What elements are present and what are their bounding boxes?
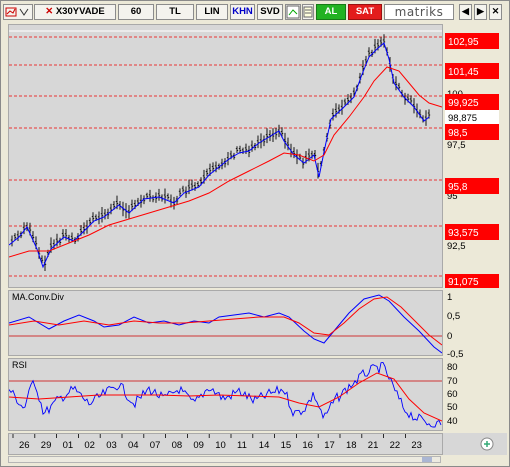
price-axis-label: 92,5 xyxy=(447,241,466,252)
scrollbar-thumb[interactable] xyxy=(422,457,432,462)
time-axis: 26 29 01 02 03 04 07 08 09 10 11 14 15 16 17 18 21 22 23 xyxy=(8,433,443,455)
interval-button[interactable]: 60 xyxy=(118,4,154,20)
buy-button[interactable]: AL xyxy=(316,4,346,20)
price-chart xyxy=(9,25,442,287)
properties-icon[interactable] xyxy=(302,4,314,20)
rsi-axis-label: 40 xyxy=(447,416,458,427)
khn-button[interactable]: KHN xyxy=(230,4,255,20)
macd-chart xyxy=(9,294,442,354)
horizontal-scrollbar[interactable] xyxy=(8,456,441,463)
time-axis-label: 01 xyxy=(63,440,74,451)
macd-axis-label: -0,5 xyxy=(447,349,463,358)
time-axis-label: 15 xyxy=(281,440,292,451)
time-axis-label: 22 xyxy=(390,440,401,451)
rsi-axis-label: 60 xyxy=(447,389,458,400)
close-window-icon[interactable]: ✕ xyxy=(489,4,502,20)
level-tag-95-8: 95,8 xyxy=(445,178,499,194)
scroll-right-icon[interactable]: ▶ xyxy=(474,4,487,20)
symbol-selector[interactable]: ✕ X30YVADE xyxy=(34,4,116,20)
rsi-axis-label: 70 xyxy=(447,376,458,387)
svd-button[interactable]: SVD xyxy=(257,4,283,20)
time-axis-label: 14 xyxy=(259,440,270,451)
svg-text:99,925: 99,925 xyxy=(448,98,479,109)
rsi-title: RSI xyxy=(12,360,28,370)
time-axis-label: 02 xyxy=(84,440,95,451)
level-tag-101-45: 101,45 xyxy=(445,63,499,79)
svg-text:98,875: 98,875 xyxy=(448,113,477,124)
svg-text:101,45: 101,45 xyxy=(448,67,479,78)
time-axis-label: 07 xyxy=(150,440,161,451)
scroll-left-icon[interactable]: ◀ xyxy=(459,4,472,20)
rsi-chart xyxy=(9,361,442,428)
price-pane[interactable] xyxy=(8,24,443,288)
time-axis-label: 09 xyxy=(193,440,204,451)
svg-text:102,95: 102,95 xyxy=(448,37,479,48)
time-axis-label: 26 xyxy=(19,440,30,451)
chart-menu-icon[interactable] xyxy=(3,4,33,20)
time-axis-label: 08 xyxy=(172,440,183,451)
time-axis-label: 11 xyxy=(237,440,247,451)
time-axis-label: 17 xyxy=(324,440,335,451)
rsi-axis-label: 80 xyxy=(447,362,458,373)
sell-button[interactable]: SAT xyxy=(348,4,382,20)
level-tag-98-875: 98,875 xyxy=(445,110,499,124)
svg-text:95,8: 95,8 xyxy=(448,182,468,193)
level-tag-99-925: 99,925 xyxy=(445,94,499,110)
currency-button[interactable]: TL xyxy=(156,4,194,20)
time-axis-label: 21 xyxy=(368,440,379,451)
svg-text:93,575: 93,575 xyxy=(448,228,479,239)
level-tag-93-575: 93,575 xyxy=(445,224,499,240)
time-axis-label: 10 xyxy=(215,440,226,451)
rsi-axis: 80 70 60 50 40 xyxy=(447,362,458,427)
macd-title: MA.Conv.Div xyxy=(12,292,64,302)
price-axis: 100 97,5 95 92,5 102,95 101,45 99,925 98… xyxy=(445,33,499,288)
zoom-icon[interactable] xyxy=(484,441,490,447)
time-axis-label: 03 xyxy=(106,440,117,451)
macd-axis: 1 0,5 0 -0,5 xyxy=(447,292,463,358)
close-symbol-icon[interactable]: ✕ xyxy=(45,6,54,17)
svg-text:91,075: 91,075 xyxy=(448,277,479,288)
time-axis-label: 16 xyxy=(302,440,313,451)
drawing-tool-icon[interactable] xyxy=(285,4,301,20)
macd-axis-label: 0 xyxy=(447,331,452,342)
chart-toolbar: ✕ X30YVADE 60 TL LIN KHN SVD AL SAT matr… xyxy=(3,4,508,21)
macd-axis-label: 1 xyxy=(447,292,452,303)
price-axis-label: 95 xyxy=(447,191,458,202)
time-axis-label: 18 xyxy=(346,440,357,451)
time-axis-label: 04 xyxy=(128,440,139,451)
symbol-label: X30YVADE xyxy=(55,6,105,17)
level-tag-102-95: 102,95 xyxy=(445,33,499,49)
rsi-axis-label: 50 xyxy=(447,402,458,413)
rsi-pane[interactable]: RSI xyxy=(8,358,443,431)
matriks-logo: matriks xyxy=(384,4,454,20)
time-axis-label: 23 xyxy=(411,440,422,451)
scale-button[interactable]: LIN xyxy=(196,4,228,20)
level-tag-91-075: 91,075 xyxy=(445,274,499,288)
time-axis-label: 29 xyxy=(41,440,52,451)
axis-corner xyxy=(443,433,507,455)
svg-text:98,5: 98,5 xyxy=(448,128,468,139)
macd-pane[interactable]: MA.Conv.Div xyxy=(8,290,443,356)
macd-axis-label: 0,5 xyxy=(447,311,460,322)
level-tag-98-5: 98,5 xyxy=(445,124,499,140)
price-axis-label: 97,5 xyxy=(447,140,466,151)
